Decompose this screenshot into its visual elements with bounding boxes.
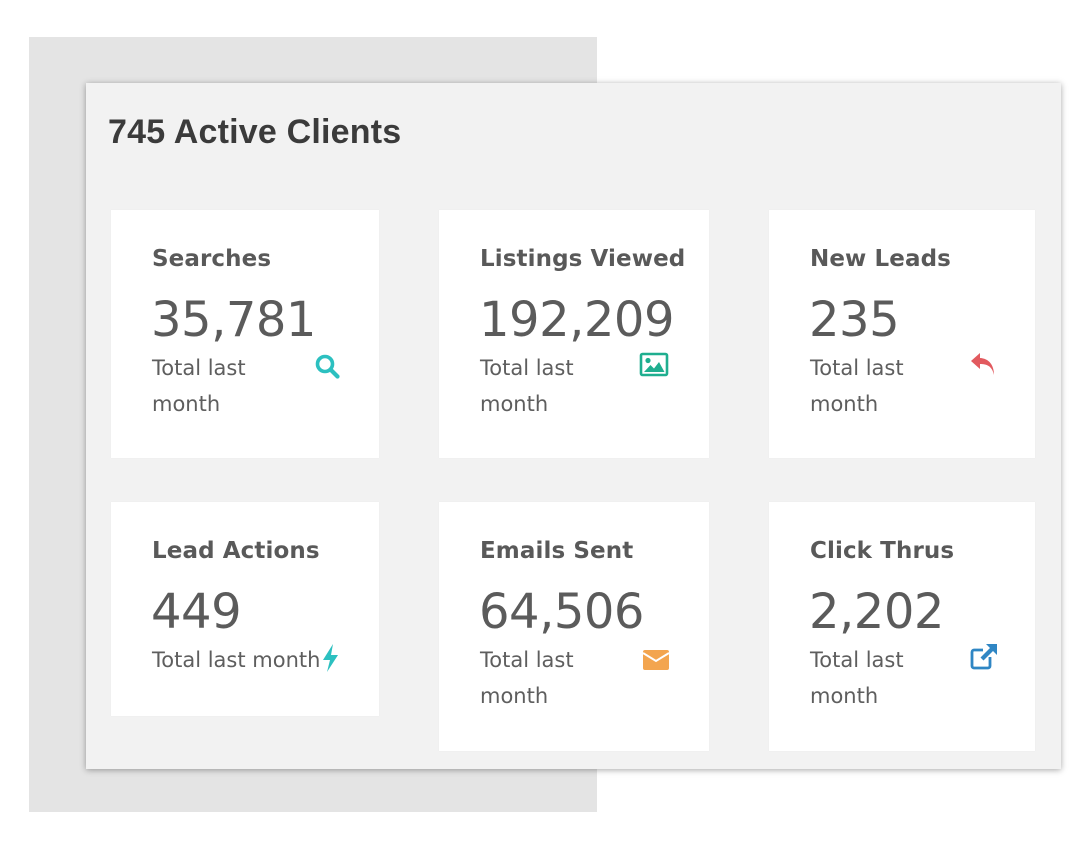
card-label: Lead Actions xyxy=(152,538,320,564)
card-value: 35,781 xyxy=(151,292,316,348)
stat-card-new-leads: New Leads 235 Total last month xyxy=(769,210,1035,458)
envelope-icon xyxy=(641,645,671,675)
card-value: 2,202 xyxy=(809,584,944,640)
external-link-icon xyxy=(969,642,999,672)
reply-icon xyxy=(968,349,998,379)
card-value: 449 xyxy=(151,584,242,640)
card-label: Listings Viewed xyxy=(480,246,686,272)
search-icon xyxy=(313,352,343,382)
card-label: Searches xyxy=(152,246,272,272)
stat-card-click-thrus: Click Thrus 2,202 Total last month xyxy=(769,502,1035,751)
stat-card-searches: Searches 35,781 Total last month xyxy=(111,210,379,458)
card-subtitle: Total last month xyxy=(810,648,904,708)
card-label: New Leads xyxy=(810,246,951,272)
card-label: Click Thrus xyxy=(810,538,955,564)
stat-card-emails-sent: Emails Sent 64,506 Total last month xyxy=(439,502,709,751)
card-subtitle: Total last month xyxy=(152,648,321,672)
card-subtitle: Total last month xyxy=(480,356,574,416)
stat-card-listings-viewed: Listings Viewed 192,209 Total last month xyxy=(439,210,709,458)
stat-card-lead-actions: Lead Actions 449 Total last month xyxy=(111,502,379,716)
page-title: 745 Active Clients xyxy=(108,113,402,151)
card-value: 64,506 xyxy=(479,584,644,640)
card-value: 192,209 xyxy=(479,292,675,348)
bolt-icon xyxy=(319,643,343,673)
dashboard-panel: 745 Active Clients Searches 35,781 Total… xyxy=(86,83,1061,769)
card-label: Emails Sent xyxy=(480,538,634,564)
image-icon xyxy=(639,350,669,380)
card-subtitle: Total last month xyxy=(152,356,246,416)
card-subtitle: Total last month xyxy=(810,356,904,416)
card-value: 235 xyxy=(809,292,900,348)
card-subtitle: Total last month xyxy=(480,648,574,708)
